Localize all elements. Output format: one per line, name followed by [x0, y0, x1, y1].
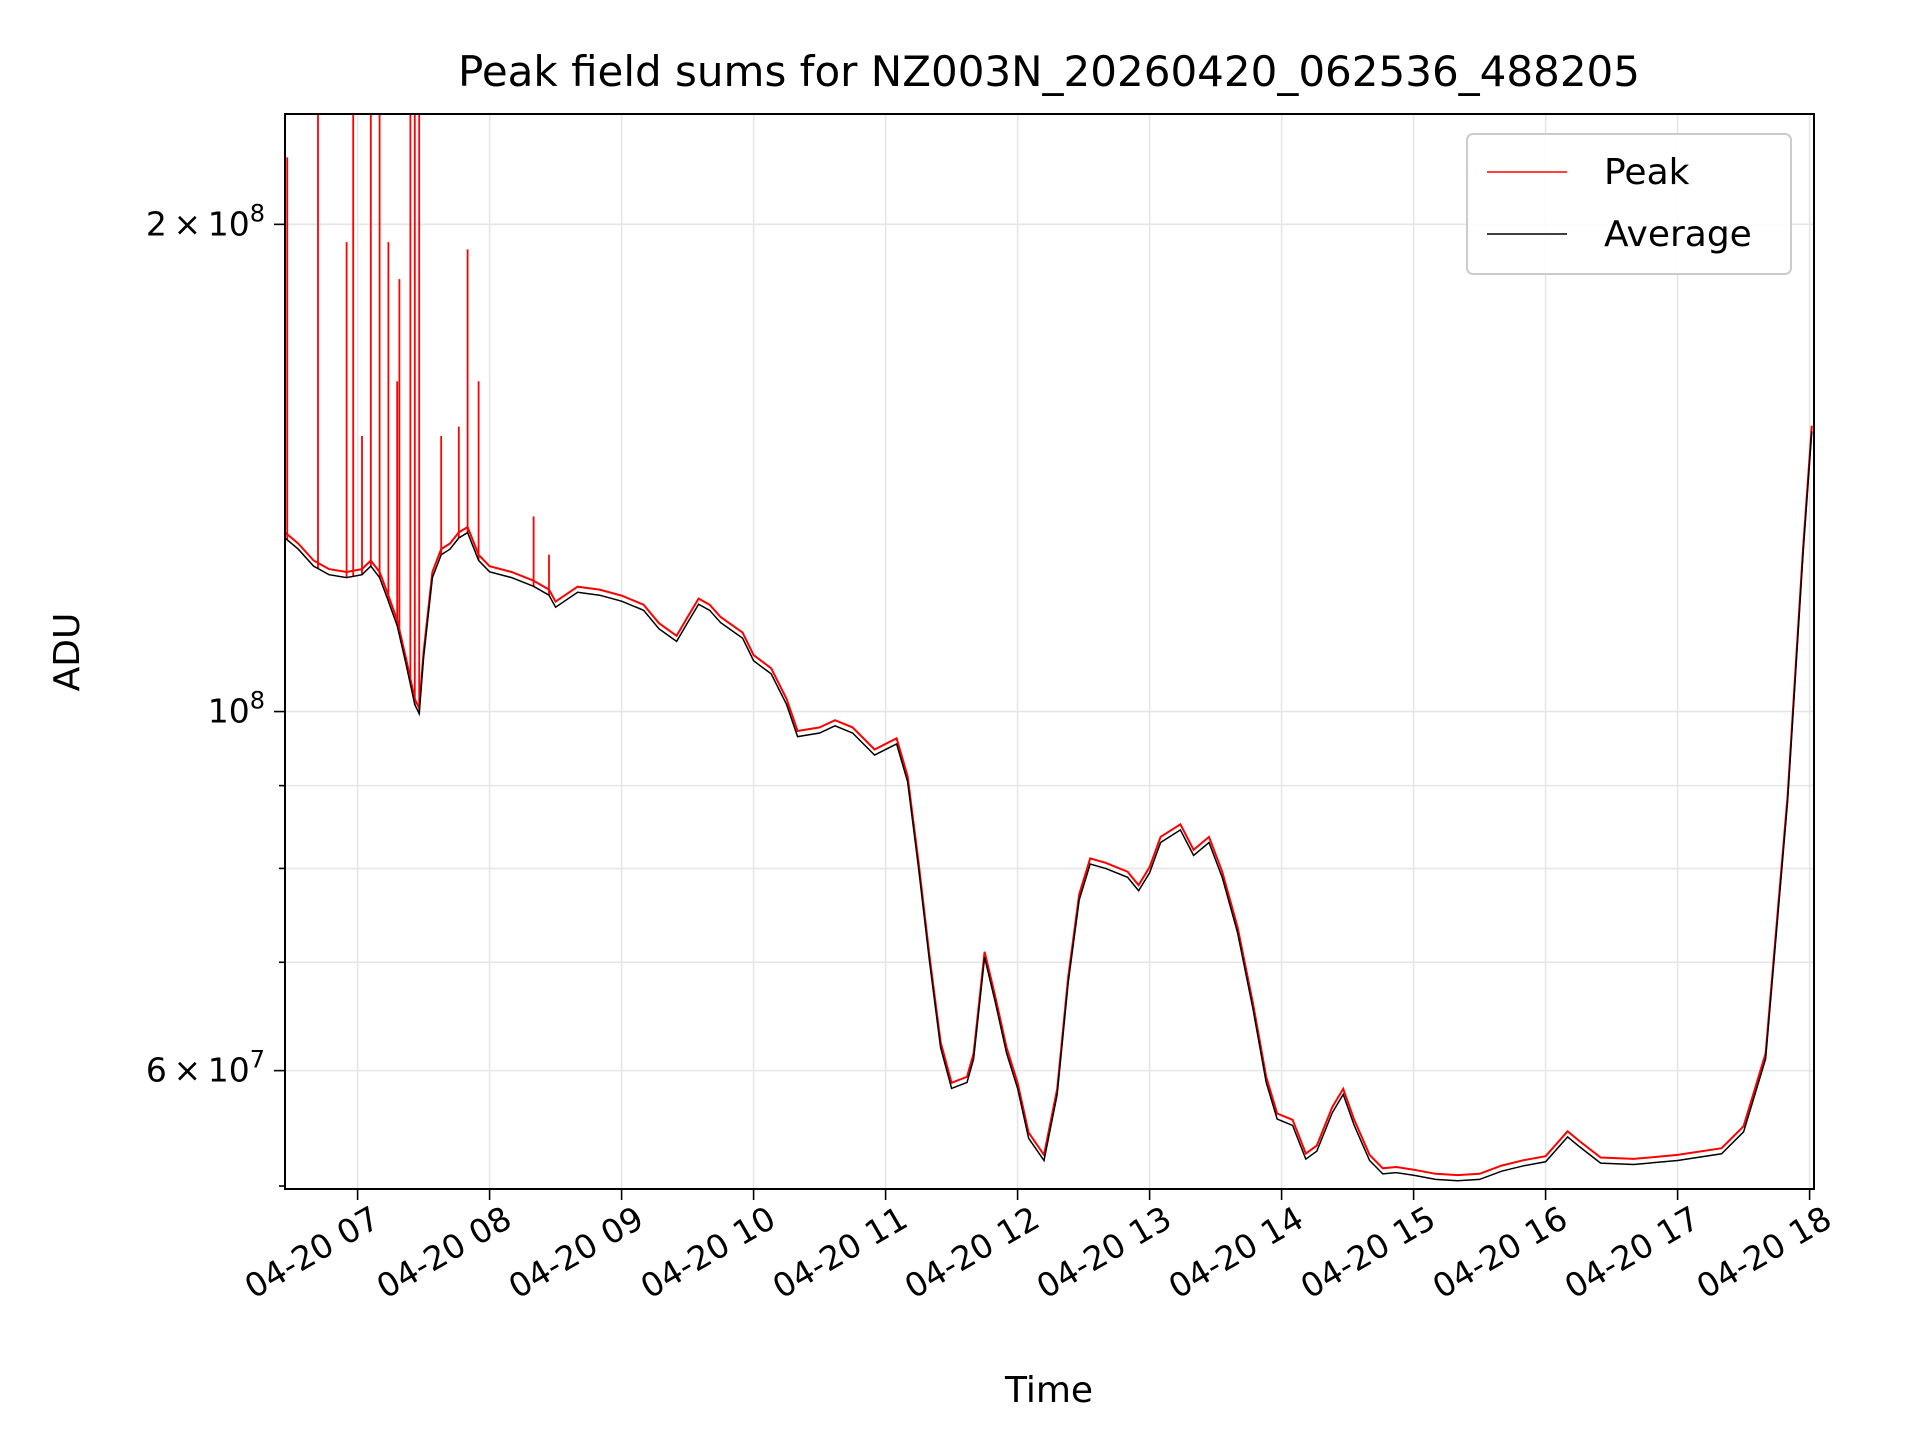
grid: [285, 114, 1814, 1189]
y-tick-label: 108: [208, 687, 265, 731]
x-axis-label: Time: [1004, 1370, 1093, 1411]
legend-label-peak: Peak: [1604, 152, 1690, 193]
y-axis: 6 × 107 108 2 × 108: [146, 199, 285, 1187]
y-axis-label: ADU: [47, 613, 88, 692]
chart-title: Peak field sums for NZ003N_20260420_0625…: [458, 47, 1640, 96]
y-tick-label: 6 × 107: [146, 1046, 265, 1090]
peak-series-line: [285, 425, 1813, 1177]
legend-box: [1466, 133, 1792, 275]
average-series-line: [285, 431, 1813, 1182]
legend-label-average: Average: [1604, 214, 1752, 255]
plot-frame: [284, 113, 1815, 1190]
series-layer: [285, 114, 1813, 1182]
y-tick-label: 2 × 108: [146, 199, 265, 243]
legend: Peak Average: [1466, 133, 1792, 275]
